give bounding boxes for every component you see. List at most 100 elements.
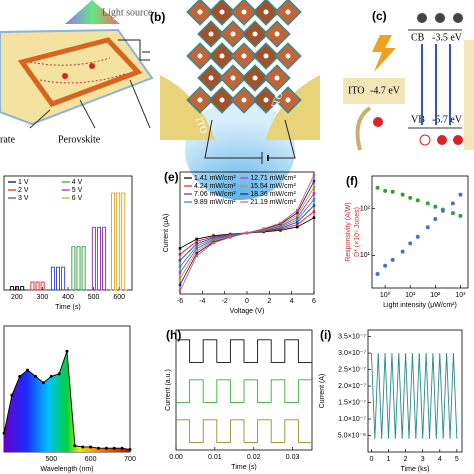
spectrum-area — [4, 351, 130, 452]
pointer — [29, 109, 51, 129]
cation — [274, 31, 280, 37]
series-marker — [212, 241, 215, 245]
cation — [219, 53, 225, 59]
ito-lobe — [160, 75, 215, 140]
hole — [437, 135, 447, 145]
spectrum-point — [57, 372, 61, 376]
plot-frame — [367, 329, 463, 453]
plot-frame — [175, 329, 313, 451]
spectrum-point — [81, 445, 85, 449]
cation — [219, 9, 225, 15]
transfer-arrow — [355, 106, 372, 151]
series-line — [110, 192, 127, 291]
series-marker — [195, 254, 199, 257]
point — [433, 217, 438, 222]
series-marker — [178, 265, 182, 268]
point — [415, 198, 420, 203]
panel-label: (e) — [164, 170, 179, 184]
series-line — [91, 226, 108, 291]
x-tick-label: 2 — [267, 298, 271, 305]
ito-right: ITO — [270, 91, 286, 110]
x-tick-label: 0.01 — [208, 454, 222, 461]
y-axis-label: Responsivity (A/W) — [345, 202, 352, 262]
spectrum-point — [18, 374, 22, 378]
x-tick-label: 5 — [455, 456, 459, 463]
label-bg — [112, 131, 152, 149]
series-line — [370, 353, 458, 439]
x-tick-label: -6 — [177, 298, 183, 305]
legend-label: 2 V — [18, 187, 29, 194]
substrate-label: rate — [0, 134, 16, 145]
cation — [219, 97, 225, 103]
spectrum-point — [34, 374, 37, 378]
point — [408, 195, 413, 200]
x-tick-label: 500 — [45, 456, 57, 463]
legend-label: 12.71 mW/cm² — [250, 175, 296, 182]
spectrum-point — [26, 368, 30, 372]
x-axis-label: Time (s) — [55, 304, 80, 311]
x-tick-label: 600 — [85, 456, 97, 463]
series-marker — [178, 271, 182, 274]
legend-label: 1.41 mW/cm² — [194, 175, 236, 182]
cation — [252, 75, 258, 81]
cation — [230, 31, 236, 37]
point — [415, 234, 420, 239]
spectrum-point — [41, 381, 45, 385]
point — [390, 189, 395, 194]
point — [383, 188, 388, 193]
x-axis-label: Voltage (V) — [230, 308, 265, 315]
series-marker — [295, 218, 299, 222]
legend-label: 7.06 mW/cm² — [194, 191, 236, 198]
series-marker — [312, 198, 316, 201]
x-tick-label: 600 — [113, 294, 125, 301]
x-tick-label: 1 — [387, 456, 391, 463]
series-marker — [312, 210, 316, 213]
series-marker — [195, 242, 199, 246]
x-axis-label: Wavelength (nm) — [40, 466, 93, 473]
legend-label: 9.89 mW/cm² — [194, 199, 236, 206]
y-tick-label: 10² — [360, 205, 371, 212]
point — [450, 211, 455, 216]
x-tick-label: 4 — [438, 456, 442, 463]
series-marker — [295, 213, 299, 217]
point — [440, 208, 445, 213]
x-tick-label: 500 — [88, 294, 100, 301]
spectrum-point — [10, 393, 14, 397]
panel-label: (i) — [320, 328, 331, 342]
cation — [208, 31, 214, 37]
x-tick-label: 10⁰ — [380, 291, 391, 299]
point — [400, 249, 405, 254]
carrier — [62, 73, 68, 79]
series-marker — [245, 231, 249, 235]
y-axis-label: Current (a.u.) — [165, 369, 172, 411]
y2-axis-label: D* (×10⁹ Jones) — [354, 207, 361, 257]
legend-label: 15.54 mW/cm² — [250, 183, 296, 190]
series-marker — [195, 240, 199, 243]
x-axis-label: Time (ks) — [401, 466, 430, 473]
series-marker — [295, 211, 299, 215]
series-marker — [312, 185, 316, 189]
panel-b: ITO ITO (b) — [150, 0, 320, 200]
y-tick-label: 3.0×10⁻⁷ — [338, 350, 366, 357]
legend-label: 4.24 mW/cm² — [194, 183, 236, 190]
panel-label: (b) — [150, 10, 165, 24]
series-line — [9, 286, 26, 291]
legend-label: 6 V — [72, 195, 83, 202]
ito-box — [343, 78, 405, 104]
cation — [241, 97, 247, 103]
point — [425, 225, 430, 230]
electron — [417, 13, 427, 23]
series-marker — [312, 179, 316, 183]
cation — [263, 97, 269, 103]
hole — [373, 117, 383, 127]
series-line — [176, 419, 312, 443]
ito-left: ITO — [193, 116, 209, 135]
spectrum-point — [73, 444, 77, 448]
series-marker — [195, 249, 199, 253]
light-bolt — [372, 35, 396, 72]
series-marker — [178, 253, 182, 256]
legend-label: 18.36 mW/cm² — [250, 191, 296, 198]
point — [400, 192, 405, 197]
